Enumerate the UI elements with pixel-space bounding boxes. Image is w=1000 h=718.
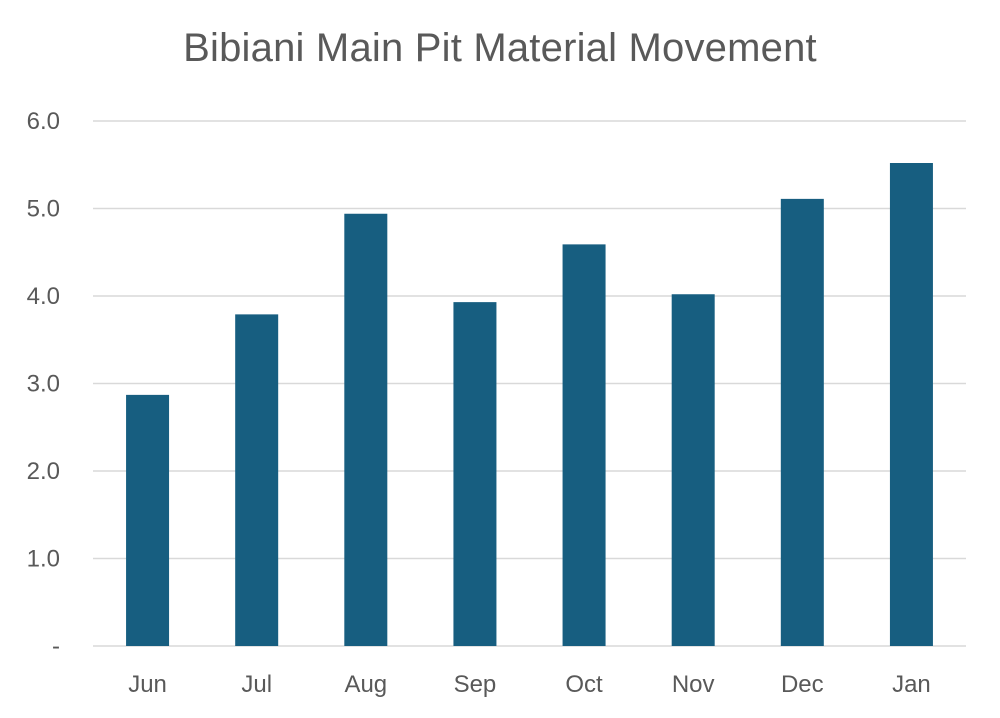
- x-tick-label: Jun: [128, 671, 167, 698]
- x-tick-label: Oct: [565, 671, 603, 698]
- y-axis-ticks: - 1.0 2.0 3.0 4.0 5.0 6.0: [27, 108, 60, 660]
- y-tick-label: 1.0: [27, 546, 60, 573]
- bar-aug: [344, 213, 388, 646]
- x-tick-label: Sep: [454, 671, 497, 698]
- bar-jul: [235, 314, 279, 646]
- y-tick-label: 5.0: [27, 196, 60, 223]
- y-tick-label: 3.0: [27, 371, 60, 398]
- x-tick-label: Jul: [241, 671, 272, 698]
- x-axis-ticks: Jun Jul Aug Sep Oct Nov Dec Jan: [128, 671, 931, 698]
- bar-dec: [780, 198, 824, 646]
- x-tick-label: Aug: [344, 671, 387, 698]
- bar-jun: [126, 394, 170, 646]
- y-tick-label: 6.0: [27, 108, 60, 135]
- y-tick-label: -: [52, 633, 60, 660]
- bar-nov: [671, 294, 715, 646]
- gridlines: [93, 120, 966, 647]
- bars: [126, 163, 933, 646]
- chart-title: Bibiani Main Pit Material Movement: [183, 26, 817, 70]
- x-tick-label: Jan: [892, 671, 931, 698]
- y-tick-label: 2.0: [27, 458, 60, 485]
- x-tick-label: Dec: [781, 671, 824, 698]
- x-tick-label: Nov: [672, 671, 715, 698]
- bar-oct: [562, 244, 606, 646]
- bar-jan: [889, 163, 933, 646]
- bar-sep: [453, 302, 497, 646]
- y-tick-label: 4.0: [27, 283, 60, 310]
